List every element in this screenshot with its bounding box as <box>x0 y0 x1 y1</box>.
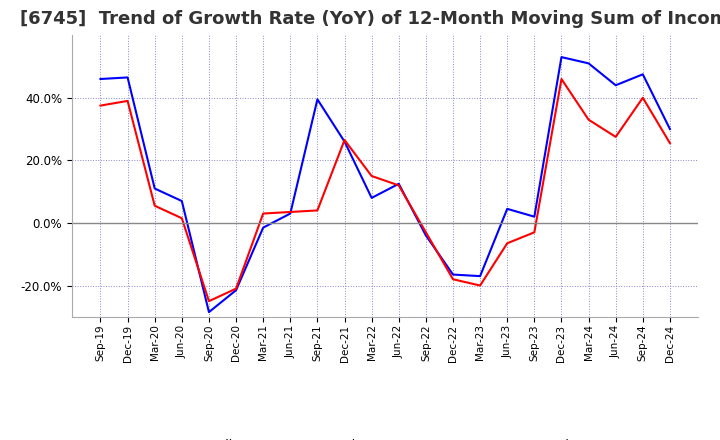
Net Income Growth Rate <box>286 209 294 215</box>
Net Income Growth Rate <box>150 203 159 209</box>
Line: Net Income Growth Rate: Net Income Growth Rate <box>101 79 670 301</box>
Net Income Growth Rate <box>503 241 511 246</box>
Ordinary Income Growth Rate <box>476 274 485 279</box>
Title: [6745]  Trend of Growth Rate (YoY) of 12-Month Moving Sum of Incomes: [6745] Trend of Growth Rate (YoY) of 12-… <box>19 10 720 28</box>
Ordinary Income Growth Rate <box>584 61 593 66</box>
Ordinary Income Growth Rate <box>557 55 566 60</box>
Net Income Growth Rate <box>449 277 457 282</box>
Net Income Growth Rate <box>530 230 539 235</box>
Ordinary Income Growth Rate <box>123 75 132 80</box>
Ordinary Income Growth Rate <box>313 97 322 102</box>
Ordinary Income Growth Rate <box>232 288 240 293</box>
Ordinary Income Growth Rate <box>367 195 376 201</box>
Ordinary Income Growth Rate <box>150 186 159 191</box>
Ordinary Income Growth Rate <box>96 77 105 82</box>
Net Income Growth Rate <box>665 140 674 146</box>
Ordinary Income Growth Rate <box>449 272 457 277</box>
Net Income Growth Rate <box>611 134 620 139</box>
Ordinary Income Growth Rate <box>341 139 349 144</box>
Ordinary Income Growth Rate <box>665 126 674 132</box>
Net Income Growth Rate <box>476 283 485 288</box>
Ordinary Income Growth Rate <box>421 233 430 238</box>
Ordinary Income Growth Rate <box>503 206 511 212</box>
Net Income Growth Rate <box>232 286 240 291</box>
Ordinary Income Growth Rate <box>639 72 647 77</box>
Line: Ordinary Income Growth Rate: Ordinary Income Growth Rate <box>101 57 670 312</box>
Ordinary Income Growth Rate <box>395 181 403 187</box>
Net Income Growth Rate <box>96 103 105 108</box>
Net Income Growth Rate <box>178 216 186 221</box>
Ordinary Income Growth Rate <box>259 225 268 230</box>
Net Income Growth Rate <box>421 230 430 235</box>
Ordinary Income Growth Rate <box>530 214 539 219</box>
Net Income Growth Rate <box>367 173 376 179</box>
Legend: Ordinary Income Growth Rate, Net Income Growth Rate: Ordinary Income Growth Rate, Net Income … <box>159 434 611 440</box>
Net Income Growth Rate <box>123 98 132 103</box>
Net Income Growth Rate <box>313 208 322 213</box>
Net Income Growth Rate <box>639 95 647 100</box>
Net Income Growth Rate <box>204 298 213 304</box>
Net Income Growth Rate <box>395 183 403 188</box>
Net Income Growth Rate <box>259 211 268 216</box>
Ordinary Income Growth Rate <box>178 198 186 204</box>
Net Income Growth Rate <box>584 117 593 122</box>
Net Income Growth Rate <box>341 137 349 143</box>
Ordinary Income Growth Rate <box>204 309 213 315</box>
Ordinary Income Growth Rate <box>286 211 294 216</box>
Ordinary Income Growth Rate <box>611 83 620 88</box>
Net Income Growth Rate <box>557 77 566 82</box>
